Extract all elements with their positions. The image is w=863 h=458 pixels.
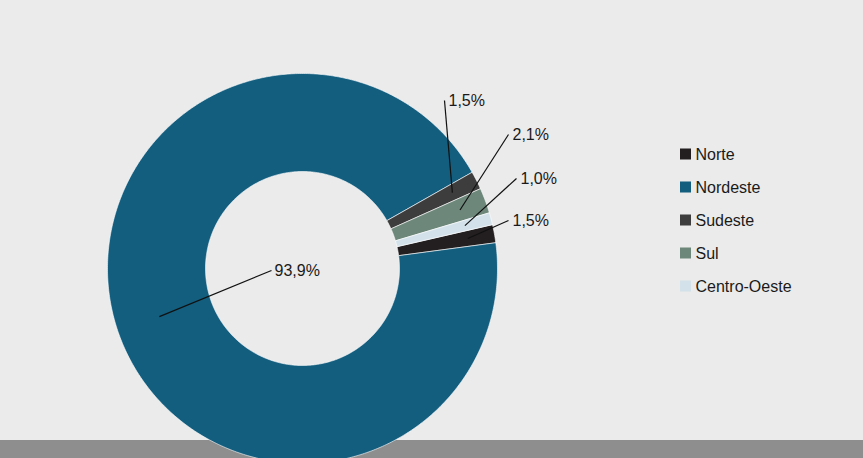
- svg-text:Sudeste: Sudeste: [696, 212, 755, 229]
- svg-text:Sul: Sul: [696, 245, 719, 262]
- svg-text:93,9%: 93,9%: [275, 262, 320, 279]
- svg-text:2,1%: 2,1%: [513, 126, 549, 143]
- svg-text:Norte: Norte: [696, 146, 735, 163]
- svg-text:1,5%: 1,5%: [449, 92, 485, 109]
- svg-text:1,5%: 1,5%: [513, 212, 549, 229]
- svg-text:Nordeste: Nordeste: [696, 179, 761, 196]
- svg-text:1,0%: 1,0%: [521, 170, 557, 187]
- svg-text:Centro-Oeste: Centro-Oeste: [696, 278, 792, 295]
